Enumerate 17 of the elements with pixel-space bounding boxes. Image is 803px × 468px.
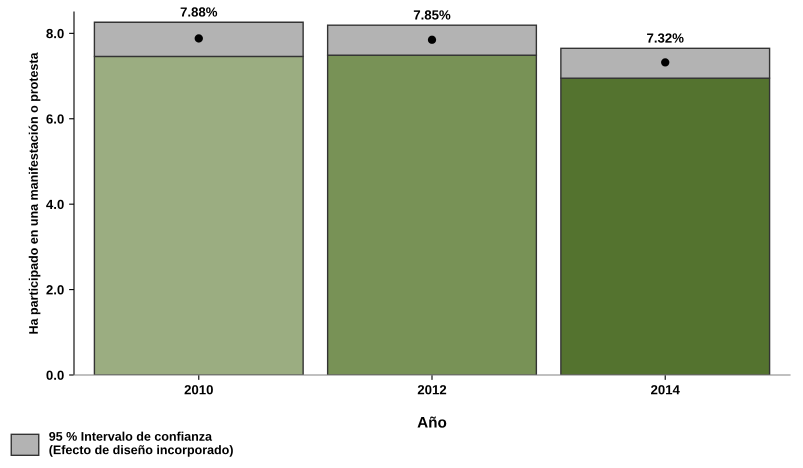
y-tick-label: 2.0 xyxy=(46,285,64,294)
y-axis-title: Ha participado en una manifestación o protesta xyxy=(28,52,40,334)
point xyxy=(428,36,436,44)
data-label: 7.88% xyxy=(180,7,218,17)
x-tick-label: 2010 xyxy=(184,385,213,394)
data-label: 7.32% xyxy=(647,33,684,43)
y-tick-label: 4.0 xyxy=(46,200,64,210)
y-tick-label: 0.0 xyxy=(46,370,64,380)
point xyxy=(661,58,670,67)
data-label: 7.85% xyxy=(414,10,450,20)
y-tick-label: 6.0 xyxy=(46,114,64,124)
x-axis-title: Año xyxy=(418,416,446,428)
y-tick-label: 8.0 xyxy=(46,28,64,38)
x-tick-label: 2014 xyxy=(651,385,680,394)
point xyxy=(194,34,203,43)
legend-label: 95 % Intervalo de confianza (Efecto de diseño incorporado) xyxy=(49,432,233,457)
x-tick-label: 2012 xyxy=(418,385,446,394)
